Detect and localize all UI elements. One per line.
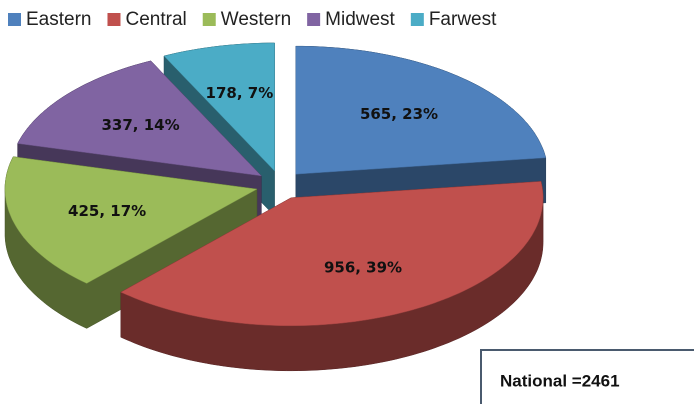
slice	[163, 42, 275, 172]
legend-label: Farwest	[429, 9, 497, 30]
legend-label: Midwest	[325, 9, 395, 30]
legend-swatch	[410, 13, 424, 26]
data-label: 337, 14%	[101, 116, 179, 134]
slice	[120, 181, 544, 327]
data-label: 425, 17%	[68, 202, 146, 220]
legend-label: Eastern	[26, 9, 91, 30]
slice	[17, 60, 263, 177]
data-label: 565, 23%	[360, 105, 438, 123]
data-label: 956, 39%	[324, 259, 402, 277]
legend-swatch	[307, 13, 321, 26]
legend-swatch	[107, 13, 121, 26]
legend-swatch	[8, 13, 21, 26]
slice	[295, 45, 547, 175]
data-label: 178, 7%	[206, 84, 274, 102]
annotation-box	[480, 349, 694, 404]
annotation: National =2461	[500, 371, 620, 390]
legend-swatch	[202, 13, 216, 26]
legend-label: Western	[221, 9, 291, 30]
slice	[4, 156, 258, 284]
legend-label: Central	[125, 9, 186, 30]
